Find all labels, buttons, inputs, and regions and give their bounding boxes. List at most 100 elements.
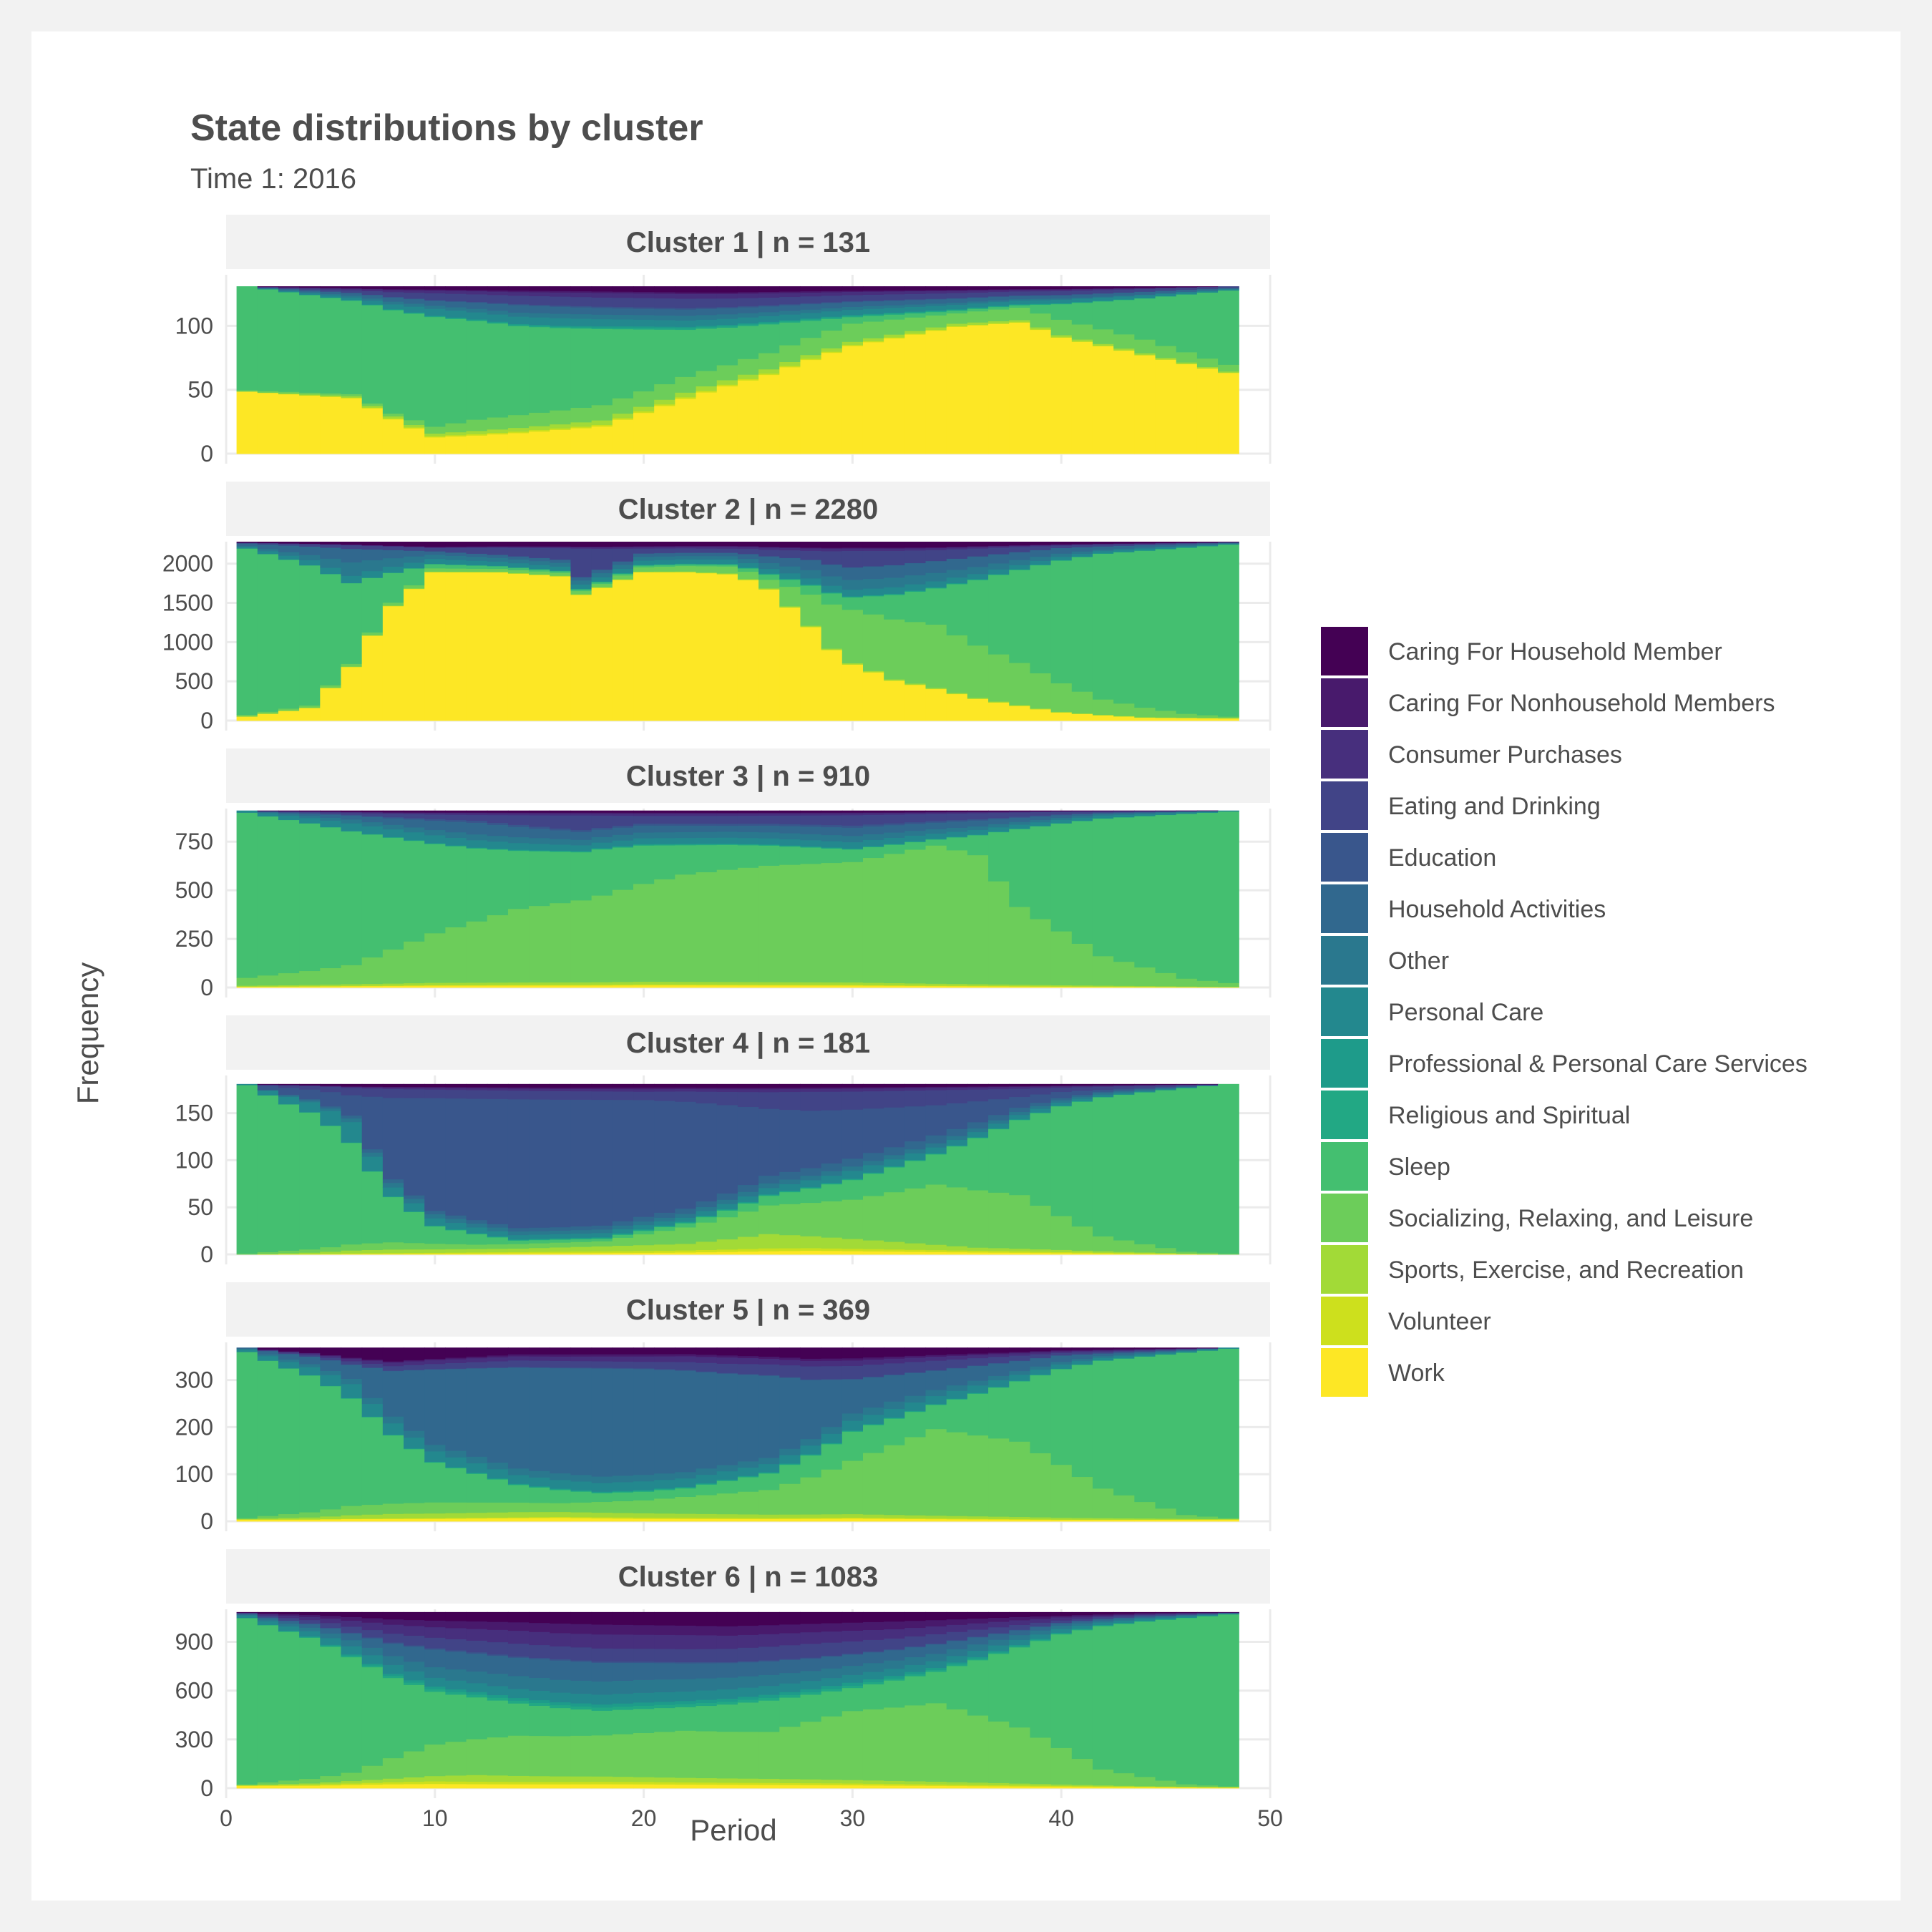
bar-segment bbox=[967, 1385, 989, 1393]
bar-segment bbox=[779, 864, 801, 982]
bar-segment bbox=[612, 547, 634, 549]
bar-segment bbox=[507, 1098, 530, 1229]
bar-segment bbox=[675, 810, 697, 813]
bar-segment bbox=[1050, 1347, 1073, 1351]
bar-segment bbox=[1050, 303, 1073, 305]
bar-segment bbox=[821, 1088, 843, 1092]
x-tick-label: 0 bbox=[220, 1805, 233, 1831]
bar-segment bbox=[487, 321, 509, 323]
bar-segment bbox=[1134, 542, 1156, 544]
bar-segment bbox=[696, 1662, 718, 1664]
bar-segment bbox=[570, 580, 592, 585]
bar-segment bbox=[404, 1249, 425, 1254]
bar-segment bbox=[257, 1615, 279, 1618]
bar-segment bbox=[862, 291, 884, 295]
bar-segment bbox=[1176, 286, 1198, 288]
bar-segment bbox=[257, 1354, 279, 1357]
bar-segment bbox=[404, 1370, 425, 1431]
bar-segment bbox=[529, 1657, 550, 1659]
bar-segment bbox=[529, 985, 550, 988]
bar-segment bbox=[507, 1703, 530, 1736]
bar-segment bbox=[1196, 286, 1219, 289]
bar-segment bbox=[946, 326, 968, 454]
bar-segment bbox=[675, 548, 697, 553]
bar-segment bbox=[341, 1515, 363, 1519]
bar-segment bbox=[278, 811, 300, 813]
bar-segment bbox=[424, 1461, 446, 1463]
bar-segment bbox=[278, 1104, 300, 1251]
bar-segment bbox=[884, 300, 905, 306]
bar-segment bbox=[758, 1358, 780, 1365]
bar-segment bbox=[612, 827, 634, 835]
bar-segment bbox=[466, 1611, 488, 1622]
bar-segment bbox=[737, 1731, 759, 1779]
bar-segment bbox=[1092, 542, 1114, 544]
bar-segment bbox=[445, 1650, 467, 1652]
bar-segment bbox=[675, 292, 697, 294]
bar-segment bbox=[445, 1362, 467, 1369]
bar-segment bbox=[612, 1648, 634, 1662]
bar-segment bbox=[445, 845, 467, 847]
bar-segment bbox=[654, 571, 675, 572]
bar-segment bbox=[946, 1619, 968, 1625]
bar-segment bbox=[967, 835, 989, 856]
bar-segment bbox=[1092, 1253, 1114, 1255]
bar-segment bbox=[382, 1179, 404, 1184]
bar-segment bbox=[570, 584, 592, 589]
bar-segment bbox=[800, 1087, 822, 1089]
bar-segment bbox=[862, 1672, 884, 1679]
bar-segment bbox=[884, 1362, 905, 1375]
bar-segment bbox=[841, 1379, 864, 1414]
bar-segment bbox=[570, 810, 592, 813]
bar-segment bbox=[988, 306, 1010, 310]
bar-segment bbox=[487, 1087, 509, 1089]
bar-segment bbox=[1050, 814, 1073, 816]
bar-segment bbox=[1071, 985, 1093, 987]
bar-segment bbox=[821, 1201, 843, 1238]
bar-segment bbox=[925, 547, 947, 550]
panel-strip bbox=[226, 748, 1270, 803]
bar-segment bbox=[550, 1659, 572, 1661]
bar-segment bbox=[570, 1709, 592, 1736]
bar-segment bbox=[361, 1663, 384, 1666]
bar-segment bbox=[278, 291, 300, 293]
bar-segment bbox=[445, 436, 467, 454]
bar-segment bbox=[800, 1658, 822, 1672]
bar-segment bbox=[1196, 718, 1219, 721]
bar-segment bbox=[236, 1352, 258, 1518]
bar-segment bbox=[841, 1378, 864, 1380]
bar-segment bbox=[800, 286, 822, 292]
bar-segment bbox=[424, 1783, 446, 1789]
bar-segment bbox=[299, 293, 321, 295]
bar-segment bbox=[466, 320, 488, 321]
bar-segment bbox=[967, 1355, 989, 1359]
bar-segment bbox=[988, 547, 1010, 555]
bar-segment bbox=[862, 1652, 884, 1664]
bar-segment bbox=[236, 810, 258, 813]
bar-segment bbox=[654, 1490, 675, 1499]
bar-segment bbox=[612, 319, 634, 327]
bar-segment bbox=[696, 563, 718, 565]
bar-segment bbox=[361, 304, 384, 306]
bar-segment bbox=[1009, 547, 1031, 552]
bar-segment bbox=[737, 1196, 759, 1202]
bar-segment bbox=[404, 289, 425, 291]
bar-segment bbox=[925, 1653, 947, 1662]
bar-segment bbox=[925, 1184, 947, 1245]
bar-segment bbox=[466, 1739, 488, 1775]
bar-segment bbox=[1155, 1617, 1177, 1619]
bar-segment bbox=[654, 879, 675, 982]
bar-segment bbox=[612, 1233, 634, 1234]
bar-segment bbox=[988, 819, 1010, 824]
bar-segment bbox=[550, 1226, 572, 1231]
bar-segment bbox=[382, 296, 404, 298]
bar-segment bbox=[1071, 1785, 1093, 1787]
bar-segment bbox=[737, 1477, 759, 1492]
bar-segment bbox=[1134, 1616, 1156, 1619]
bar-segment bbox=[445, 1513, 467, 1518]
bar-segment bbox=[758, 985, 780, 988]
bar-segment bbox=[737, 984, 759, 986]
bar-segment bbox=[257, 713, 279, 721]
bar-segment bbox=[591, 1354, 613, 1357]
bar-segment bbox=[361, 295, 384, 299]
